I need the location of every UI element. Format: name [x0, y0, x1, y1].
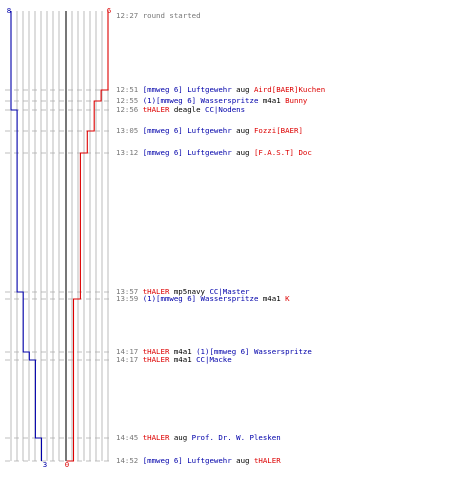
event-time: 12:55 [116, 96, 138, 105]
event-part: tHALER [138, 347, 170, 356]
event-time: 12:56 [116, 105, 138, 114]
event-part: aug [232, 126, 254, 135]
event-part: [mmweg 6] Luftgewehr [138, 85, 232, 94]
event-part: [mmweg 6] Luftgewehr [138, 456, 232, 465]
event-part: tHALER [138, 287, 170, 296]
event-time: 14:17 [116, 347, 138, 356]
event-part: [F.A.S.T] Doc [254, 148, 312, 157]
event-part: tHALER [254, 456, 281, 465]
event-entry: 12:55 (1)[mmweg 6] Wasserspritze m4a1 Bu… [116, 96, 308, 105]
event-time: 13:59 [116, 294, 138, 303]
event-time: 12:51 [116, 85, 138, 94]
event-part: deagle [169, 105, 205, 114]
event-entry: 14:17 tHALER m4a1 (1)[mmweg 6] Wasserspr… [116, 347, 312, 356]
event-part: CC|Master [209, 287, 250, 296]
blue-end-count: 3 [43, 460, 47, 469]
blue-start-count: 8 [7, 6, 11, 15]
event-part: m4a1 [169, 355, 196, 364]
event-entry: 14:45 tHALER aug Prof. Dr. W. Plesken [116, 433, 281, 442]
event-part: m4a1 [169, 347, 196, 356]
event-time: 14:45 [116, 433, 138, 442]
event-entry: 13:57 tHALER mp5navy CC|Master [116, 287, 250, 296]
player-grid [10, 11, 109, 461]
event-part: aug [232, 85, 254, 94]
event-part: aug [169, 433, 191, 442]
event-part: Prof. Dr. W. Plesken [192, 433, 281, 442]
event-entry: 14:52 [mmweg 6] Luftgewehr aug tHALER [116, 456, 281, 465]
red-end-count: 0 [65, 460, 69, 469]
event-part: (1)[mmweg 6] Wasserspritze [196, 347, 312, 356]
red-start-count: 6 [107, 6, 111, 15]
event-part: [mmweg 6] Luftgewehr [138, 148, 232, 157]
event-time: 14:52 [116, 456, 138, 465]
event-entry: 12:51 [mmweg 6] Luftgewehr aug Aird[BAER… [116, 85, 325, 94]
event-entry: 12:27 round started [116, 11, 201, 20]
event-part: round started [138, 11, 200, 20]
event-part: Aird[BAER]Kuchen [254, 85, 325, 94]
event-time: 14:17 [116, 355, 138, 364]
event-entry: 13:12 [mmweg 6] Luftgewehr aug [F.A.S.T]… [116, 148, 312, 157]
event-log: 12:27 round started 12:51 [mmweg 6] Luftg… [116, 11, 325, 465]
event-part: tHALER [138, 105, 170, 114]
event-entry: 14:17 tHALER m4a1 CC|Macke [116, 355, 232, 364]
event-time: 12:27 [116, 11, 138, 20]
event-guide-lines [5, 89, 111, 462]
event-time: 13:05 [116, 126, 138, 135]
team-count-labels: 8 6 3 0 [7, 6, 111, 469]
event-part: CC|Nodens [205, 105, 245, 114]
event-part: (1)[mmweg 6] Wasserspritze [138, 294, 259, 303]
red-team-alive-line [66, 11, 109, 462]
event-part: Bunny [285, 96, 308, 105]
event-entry: 13:05 [mmweg 6] Luftgewehr aug Fozzi[BAE… [116, 126, 303, 135]
blue-team-alive-line [10, 11, 43, 461]
event-part: tHALER [138, 355, 170, 364]
event-time: 13:12 [116, 148, 138, 157]
team-count-lines [10, 11, 109, 462]
event-entry: 12:56 tHALER deagle CC|Nodens [116, 105, 245, 114]
event-part: aug [232, 456, 254, 465]
event-part: (1)[mmweg 6] Wasserspritze [138, 96, 259, 105]
event-part: m4a1 [258, 294, 285, 303]
event-part: aug [232, 148, 254, 157]
event-part: tHALER [138, 433, 170, 442]
event-part: m4a1 [258, 96, 285, 105]
event-part: [mmweg 6] Luftgewehr [138, 126, 232, 135]
event-part: mp5navy [169, 287, 209, 296]
event-time: 13:57 [116, 287, 138, 296]
event-part: CC|Macke [196, 355, 232, 364]
event-entry: 13:59 (1)[mmweg 6] Wasserspritze m4a1 K [116, 294, 290, 303]
event-part: Fozzi[BAER] [254, 126, 303, 135]
event-part: K [285, 294, 290, 303]
